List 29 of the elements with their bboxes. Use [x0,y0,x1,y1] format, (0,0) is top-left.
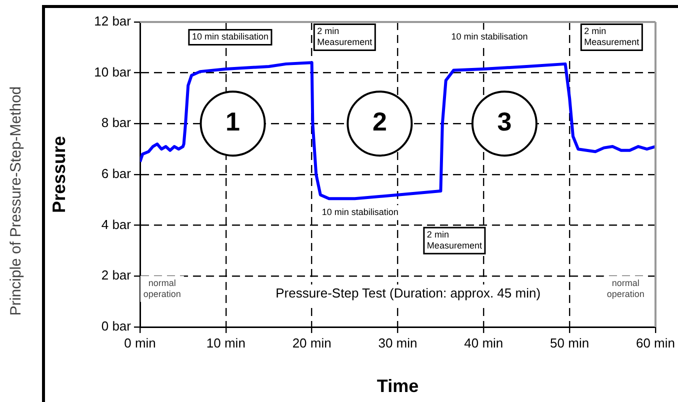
y-axis-title: Pressure [48,136,69,214]
y-tick-label: 0 bar [101,318,132,334]
y-tick-label: 2 bar [101,268,132,283]
annotation: 10 min stabilisation [322,207,398,218]
annotation: normal operation [606,278,644,299]
annotation: 10 min stabilisation [192,32,268,42]
x-axis-title: Time [376,376,419,396]
annotation: Pressure-Step Test (Duration: approx. 45 min) [276,286,541,301]
y-tick-label: 8 bar [101,115,132,130]
y-tick-label: 4 bar [101,216,132,232]
annotation: 1 [226,106,240,137]
x-tick-label: 50 min [550,335,590,350]
y-tick-label: 10 bar [94,64,132,80]
annotation: normal operation [143,278,181,299]
annotation: 10 min stabilisation [451,32,528,42]
x-tick-label: 30 min [378,335,418,350]
x-tick-label: 0 min [124,335,156,350]
annotation: 2 [372,106,387,137]
x-tick-label: 10 min [206,335,246,350]
y-tick-label: 6 bar [101,166,132,182]
x-tick-label: 40 min [464,335,504,350]
x-tick-label: 60 min [636,335,676,350]
annotation: 2 min Measurement [584,26,640,48]
x-tick-label: 20 min [292,335,332,350]
annotation: 2 min Measurement [426,230,482,251]
text: Principle of Pressure-Step-Method [8,86,24,316]
y-tick-label: 12 bar [94,14,132,29]
annotation: 2 min Measurement [317,26,373,48]
annotation: 3 [497,106,512,137]
